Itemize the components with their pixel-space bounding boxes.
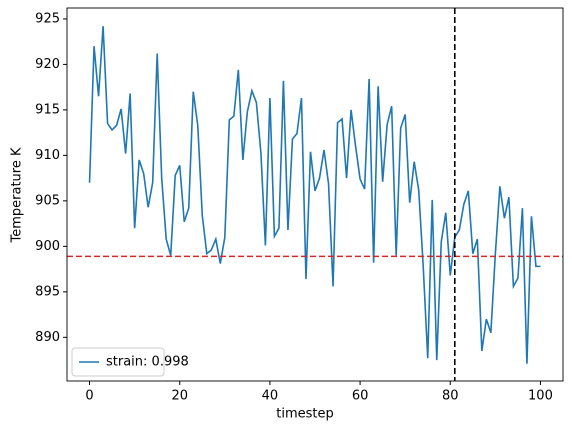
y-tick-label: 895 xyxy=(35,284,60,299)
x-tick-label: 100 xyxy=(528,389,553,404)
y-tick-label: 925 xyxy=(35,11,60,26)
x-axis-label: timestep xyxy=(276,407,334,422)
y-tick-label: 920 xyxy=(35,57,60,72)
line-series xyxy=(88,26,541,364)
y-tick-label: 890 xyxy=(35,330,60,345)
x-tick-label: 60 xyxy=(352,389,369,404)
y-tick-label: 910 xyxy=(35,148,60,163)
y-axis-label: Temperature K xyxy=(10,147,25,243)
legend-label: strain: 0.998 xyxy=(106,355,189,370)
legend-box xyxy=(71,347,165,377)
y-tick-label: 915 xyxy=(35,102,60,117)
y-tick-label: 900 xyxy=(35,239,60,254)
y-tick-label: 905 xyxy=(35,193,60,208)
x-tick-label: 20 xyxy=(171,389,188,404)
plot-frame xyxy=(66,7,564,382)
x-tick-label: 80 xyxy=(442,389,459,404)
x-tick-label: 40 xyxy=(262,389,279,404)
x-tick-label: 0 xyxy=(85,389,93,404)
